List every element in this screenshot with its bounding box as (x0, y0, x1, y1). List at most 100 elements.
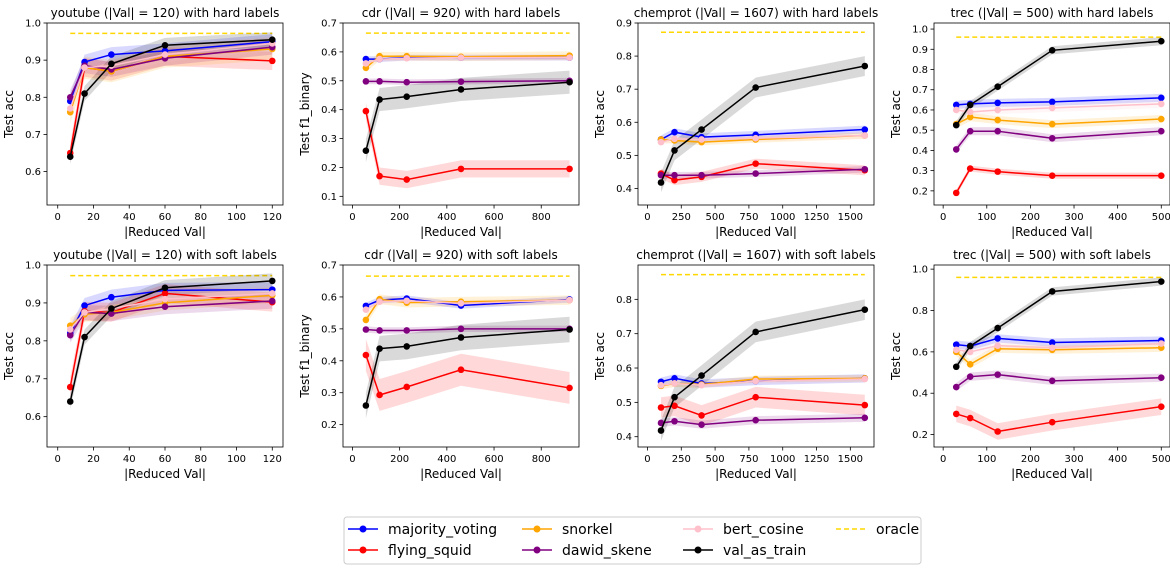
y-tick-label: 0.8 (25, 336, 41, 347)
bert-cosine-point (457, 300, 465, 307)
flying-squid-point (1157, 172, 1165, 179)
y-tick-label: 0.7 (616, 85, 632, 96)
majority-voting-point (671, 128, 678, 136)
legend-frame (343, 516, 922, 565)
flying-squid-point (566, 165, 573, 173)
dawid-skene-point (994, 127, 1001, 135)
val-as-train-point (566, 78, 573, 86)
val-as-train-point (698, 126, 705, 133)
bert-cosine-point (81, 309, 88, 316)
bert-cosine-point (752, 377, 759, 385)
snorkel-point (966, 360, 974, 368)
y-tick-label: 0.2 (912, 430, 928, 441)
flying-squid-point (952, 189, 960, 197)
x-tick-label: 0 (55, 454, 61, 465)
val-as-train-point (161, 284, 169, 292)
val-as-train-point (108, 305, 115, 312)
bert-cosine-point (161, 51, 169, 58)
val-as-train-point (657, 427, 665, 434)
legend-label: oracle (876, 522, 919, 538)
y-tick-label: 0.4 (616, 184, 632, 195)
plot-frame (933, 22, 1170, 206)
y-tick-label: 0.8 (616, 52, 632, 63)
x-axis-label: |Reduced Val| (420, 467, 502, 481)
dawid-skene-point (66, 331, 74, 339)
val-as-train-band (956, 37, 1162, 130)
bert-cosine-point (403, 54, 411, 62)
flying-squid-point (376, 391, 383, 399)
dawid-skene-band (70, 293, 273, 343)
majority-voting-point (108, 51, 115, 58)
y-tick-label: 0.2 (912, 186, 928, 197)
y-axis-label: Test f1_binary (298, 72, 312, 156)
val-as-train-band (70, 32, 273, 165)
legend-marker (359, 546, 367, 554)
val-as-train-point (952, 363, 960, 371)
majority-voting-point (994, 99, 1001, 107)
x-tick-label: 250 (672, 212, 691, 223)
x-tick-label: 200 (390, 212, 409, 223)
plot-frame (342, 264, 580, 448)
val-as-train-band (365, 316, 570, 419)
dawid-skene-point (362, 326, 370, 333)
subplot-8: trec (|Val| = 500) with soft labels 0 100 2… (889, 248, 1170, 481)
majority-voting-point (861, 126, 869, 133)
val-as-train-point (1048, 288, 1056, 295)
legend-item-flying-squid: flying_squid (348, 543, 472, 559)
bert-cosine-point (66, 105, 74, 112)
y-tick-label: 0.5 (321, 76, 337, 87)
x-tick-label: 0 (644, 212, 650, 223)
dawid-skene-point (268, 297, 276, 305)
legend: majority_voting flying_squid snorkel dawid_… (343, 516, 922, 565)
majority-voting-point (1048, 339, 1056, 346)
subplot-title: trec (|Val| = 500) with hard labels (951, 6, 1154, 20)
legend-item-dawid-skene: dawid_skene (522, 543, 652, 559)
x-tick-label: 60 (159, 454, 172, 465)
bert-cosine-point (657, 381, 665, 389)
y-tick-label: 0.6 (321, 47, 337, 58)
bert-cosine-point (752, 134, 759, 142)
dawid-skene-band (660, 413, 865, 429)
x-tick-label: 120 (263, 212, 282, 223)
val-as-train-point (752, 84, 759, 91)
val-as-train-point (994, 324, 1001, 332)
val-as-train-point (66, 398, 74, 405)
x-tick-label: 100 (977, 454, 996, 465)
legend-item-snorkel: snorkel (522, 522, 613, 538)
dawid-skene-point (752, 416, 759, 424)
x-axis-label: |Reduced Val| (1011, 225, 1093, 239)
legend-label: val_as_train (723, 543, 806, 559)
val-as-train-point (994, 83, 1001, 90)
y-tick-label: 0.9 (616, 19, 632, 30)
bert-cosine-point (994, 106, 1001, 114)
dawid-skene-point (861, 414, 869, 422)
val-as-train-point (1048, 47, 1056, 54)
x-tick-label: 60 (159, 212, 172, 223)
y-tick-label: 0.4 (321, 105, 337, 116)
y-tick-label: 1.0 (25, 19, 41, 30)
x-tick-label: 1500 (838, 212, 863, 223)
dawid-skene-point (403, 327, 411, 334)
y-tick-label: 0.7 (912, 85, 928, 96)
flying-squid-band (660, 386, 865, 426)
dawid-skene-point (952, 146, 960, 153)
x-tick-label: 600 (484, 212, 503, 223)
x-tick-label: 1500 (838, 454, 863, 465)
x-tick-label: 100 (227, 454, 246, 465)
majority-voting-point (671, 375, 678, 382)
x-axis-label: |Reduced Val| (420, 225, 502, 239)
x-tick-label: 40 (123, 212, 136, 223)
x-tick-label: 200 (1021, 454, 1040, 465)
x-axis-label: |Reduced Val| (1011, 467, 1093, 481)
x-tick-label: 200 (390, 454, 409, 465)
val-as-train-point (1157, 37, 1165, 45)
flying-squid-point (861, 401, 869, 409)
bert-cosine-point (457, 54, 465, 61)
x-tick-label: 500 (706, 454, 725, 465)
flying-squid-band (365, 339, 570, 411)
legend-marker (694, 546, 702, 554)
subplot-7: chemprot (|Val| = 1607) with soft labels… (593, 248, 876, 481)
y-axis-label: Test f1_binary (298, 314, 312, 398)
flying-squid-point (657, 404, 665, 411)
